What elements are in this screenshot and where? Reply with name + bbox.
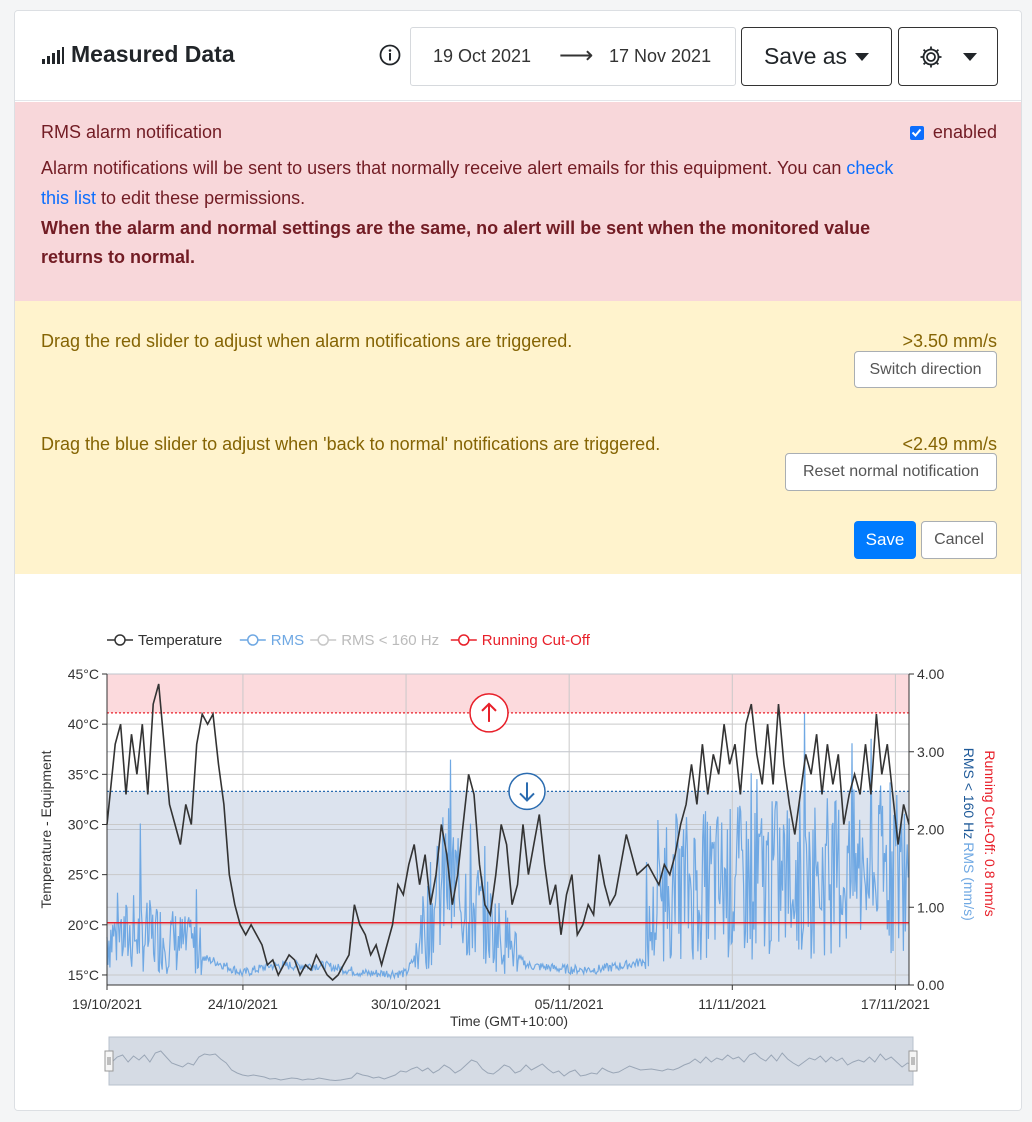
- y-right-tick-label: 0.00: [917, 977, 944, 993]
- x-tick-label: 05/11/2021: [535, 996, 604, 1012]
- normal-slider-handle[interactable]: [508, 772, 546, 811]
- y-axis-left-label: Temperature - Equipment: [38, 750, 54, 908]
- alarm-bold-note: When the alarm and normal settings are t…: [41, 218, 871, 267]
- chart-area: Temperature RMS RMS < 160 Hz Running Cut-Of…: [15, 574, 1021, 1110]
- alarm-message-text-end: to edit these permissions.: [96, 188, 306, 208]
- red-slider-text: Drag the red slider to adjust when alarm…: [41, 331, 573, 351]
- x-axis-label: Time (GMT+10:00): [450, 1013, 568, 1029]
- save-button[interactable]: Save: [854, 521, 916, 559]
- checkbox-checked-icon[interactable]: [909, 125, 924, 140]
- blue-slider-text: Drag the blue slider to adjust when 'bac…: [41, 434, 661, 454]
- gear-icon: [920, 46, 942, 67]
- signal-bars-icon: [42, 46, 64, 64]
- alarm-heading: RMS alarm notification: [41, 122, 223, 142]
- alarm-slider-handle[interactable]: [469, 693, 509, 733]
- range-navigator[interactable]: [104, 1036, 918, 1086]
- y-left-tick-label: 40°C: [68, 716, 99, 732]
- y-left-tick-label: 20°C: [68, 917, 99, 933]
- y-right-tick-label: 1.00: [917, 899, 944, 915]
- navigator-right-handle[interactable]: [908, 1050, 918, 1072]
- y-right-tick-label: 4.00: [917, 666, 944, 682]
- legend-item: RMS < 160 Hz: [310, 632, 439, 649]
- navigator-series: [108, 1050, 914, 1082]
- y-axis-right-label-rms: RMS (mm/s): [961, 842, 977, 921]
- settings-dropdown-button[interactable]: [898, 27, 998, 86]
- caret-down-icon: [963, 52, 977, 61]
- y-right-tick-label: 2.00: [917, 822, 944, 838]
- legend-marker: [317, 634, 329, 646]
- x-tick-label: 11/11/2021: [698, 996, 766, 1012]
- legend-label: Temperature: [138, 632, 222, 649]
- page-title-text: Measured Data: [71, 41, 235, 67]
- x-tick-label: 30/10/2021: [371, 996, 441, 1012]
- enabled-checkbox[interactable]: enabled: [909, 122, 997, 143]
- info-icon[interactable]: [379, 44, 401, 66]
- y-axis-right-label-cutoff: Running Cut-Off: 0.8 mm/s: [982, 750, 998, 916]
- slider-settings-panel: Drag the red slider to adjust when alarm…: [15, 301, 1021, 574]
- y-axis-right-label-rms160: RMS < 160 Hz: [961, 748, 977, 839]
- y-left-tick-label: 45°C: [68, 666, 99, 682]
- legend-item: Temperature: [107, 632, 222, 649]
- y-left-tick-label: 35°C: [68, 766, 99, 782]
- y-right-tick-label: 3.00: [917, 744, 944, 760]
- navigator-window: [108, 1036, 914, 1086]
- date-range-picker[interactable]: 19 Oct 2021 ⟶ 17 Nov 2021: [410, 27, 736, 86]
- measured-data-card: Measured Data 19 Oct 2021 ⟶ 17 Nov 2021 …: [14, 10, 1022, 1111]
- legend-item: RMS: [239, 632, 304, 649]
- x-tick-label: 19/10/2021: [72, 996, 142, 1012]
- page-title: Measured Data: [41, 41, 235, 68]
- legend-item: Running Cut-Off: [450, 632, 591, 649]
- alarm-message-text: Alarm notifications will be sent to user…: [41, 158, 847, 178]
- card-header: Measured Data 19 Oct 2021 ⟶ 17 Nov 2021 …: [15, 11, 1021, 101]
- alarm-region: [107, 674, 909, 713]
- temperature-series: [106, 683, 910, 982]
- switch-direction-button[interactable]: Switch direction: [854, 351, 997, 388]
- alarm-threshold-value: >3.50 mm/s: [902, 331, 997, 351]
- legend-marker: [114, 634, 126, 646]
- cancel-button[interactable]: Cancel: [921, 521, 997, 559]
- check-list-link[interactable]: check this list: [41, 158, 894, 208]
- date-from[interactable]: 19 Oct 2021: [433, 46, 532, 66]
- legend-marker: [247, 634, 259, 646]
- save-as-label: Save as: [763, 43, 848, 69]
- legend-label: RMS < 160 Hz: [341, 632, 439, 649]
- x-tick-label: 17/11/2021: [861, 996, 930, 1012]
- rms-series: [106, 712, 909, 981]
- y-left-tick-label: 15°C: [68, 967, 99, 983]
- y-left-tick-label: 25°C: [68, 867, 99, 883]
- normal-threshold-value: <2.49 mm/s: [902, 434, 997, 454]
- alarm-notification-panel: RMS alarm notification enabled Alarm not…: [15, 102, 1021, 301]
- enabled-label: enabled: [932, 122, 997, 142]
- reset-normal-notification-button[interactable]: Reset normal notification: [785, 453, 997, 491]
- legend-marker: [458, 634, 470, 646]
- date-to[interactable]: 17 Nov 2021: [609, 46, 712, 66]
- x-tick-label: 24/10/2021: [208, 996, 278, 1012]
- alarm-message: Alarm notifications will be sent to user…: [41, 153, 921, 213]
- arrow-right-icon: ⟶: [559, 42, 594, 69]
- legend-label: Running Cut-Off: [482, 632, 591, 649]
- navigator-left-handle[interactable]: [104, 1050, 114, 1072]
- caret-down-icon: [855, 52, 870, 61]
- legend-label: RMS: [271, 632, 304, 649]
- y-left-tick-label: 30°C: [68, 816, 99, 832]
- measured-data-chart: Temperature RMS RMS < 160 Hz Running Cut-Of…: [38, 632, 998, 1086]
- save-as-button[interactable]: Save as: [741, 27, 892, 86]
